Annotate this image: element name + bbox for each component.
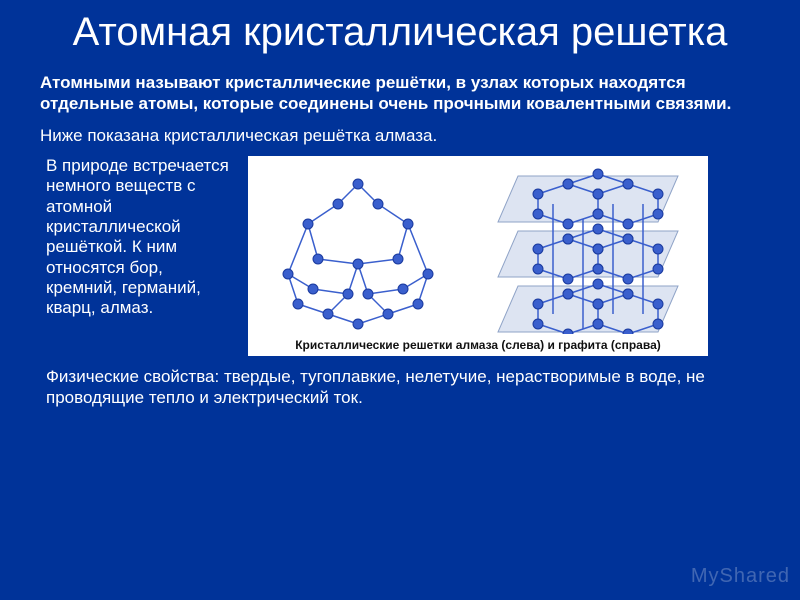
properties-paragraph: Физические свойства: твердые, тугоплавки… <box>40 366 760 409</box>
lattice-figure: Кристаллические решетки алмаза (слева) и… <box>248 156 708 356</box>
intro-paragraph: Ниже показана кристаллическая решётка ал… <box>40 125 760 146</box>
watermark: MyShared <box>691 565 790 588</box>
figure-caption: Кристаллические решетки алмаза (слева) и… <box>295 338 661 352</box>
side-note: В природе встречается немного веществ с … <box>40 156 230 319</box>
figure-row <box>258 164 698 334</box>
content-row: В природе встречается немного веществ с … <box>40 156 760 356</box>
graphite-lattice-diagram <box>488 164 698 334</box>
slide-title: Атомная кристаллическая решетка <box>40 10 760 54</box>
slide: Атомная кристаллическая решетка Атомными… <box>0 0 800 428</box>
diamond-lattice-diagram <box>258 164 458 334</box>
definition-paragraph: Атомными называют кристаллические решётк… <box>40 72 760 115</box>
